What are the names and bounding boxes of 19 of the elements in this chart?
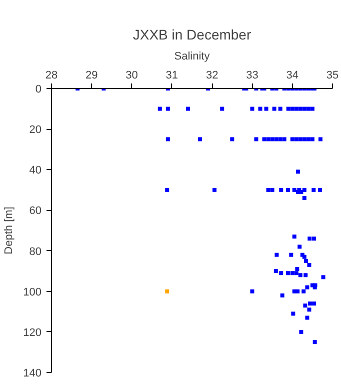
- y-tick-label: 40: [29, 164, 42, 177]
- x-tick-label: 28: [45, 70, 58, 82]
- x-tick-label: 29: [86, 70, 98, 82]
- chart-title: JXXB in December: [132, 26, 252, 42]
- y-tick-label: 140: [23, 368, 42, 380]
- x-tick-label: 35: [326, 70, 339, 82]
- y-tick-label: 100: [23, 286, 42, 298]
- y-tick-label: 60: [29, 205, 42, 218]
- y-tick-label: 120: [23, 326, 42, 339]
- y-tick-label: 20: [29, 124, 42, 136]
- x-tick-label: 32: [206, 70, 218, 82]
- x-tick-label: 34: [286, 70, 298, 82]
- y-tick-label: 0: [35, 84, 42, 96]
- x-axis-title: Salinity: [174, 50, 210, 62]
- y-tick-label: 80: [29, 246, 42, 258]
- x-tick-label: 31: [166, 70, 178, 82]
- x-tick-label: 30: [126, 70, 138, 82]
- y-axis-title: Depth [m]: [3, 206, 16, 254]
- x-tick-label: 33: [246, 70, 258, 82]
